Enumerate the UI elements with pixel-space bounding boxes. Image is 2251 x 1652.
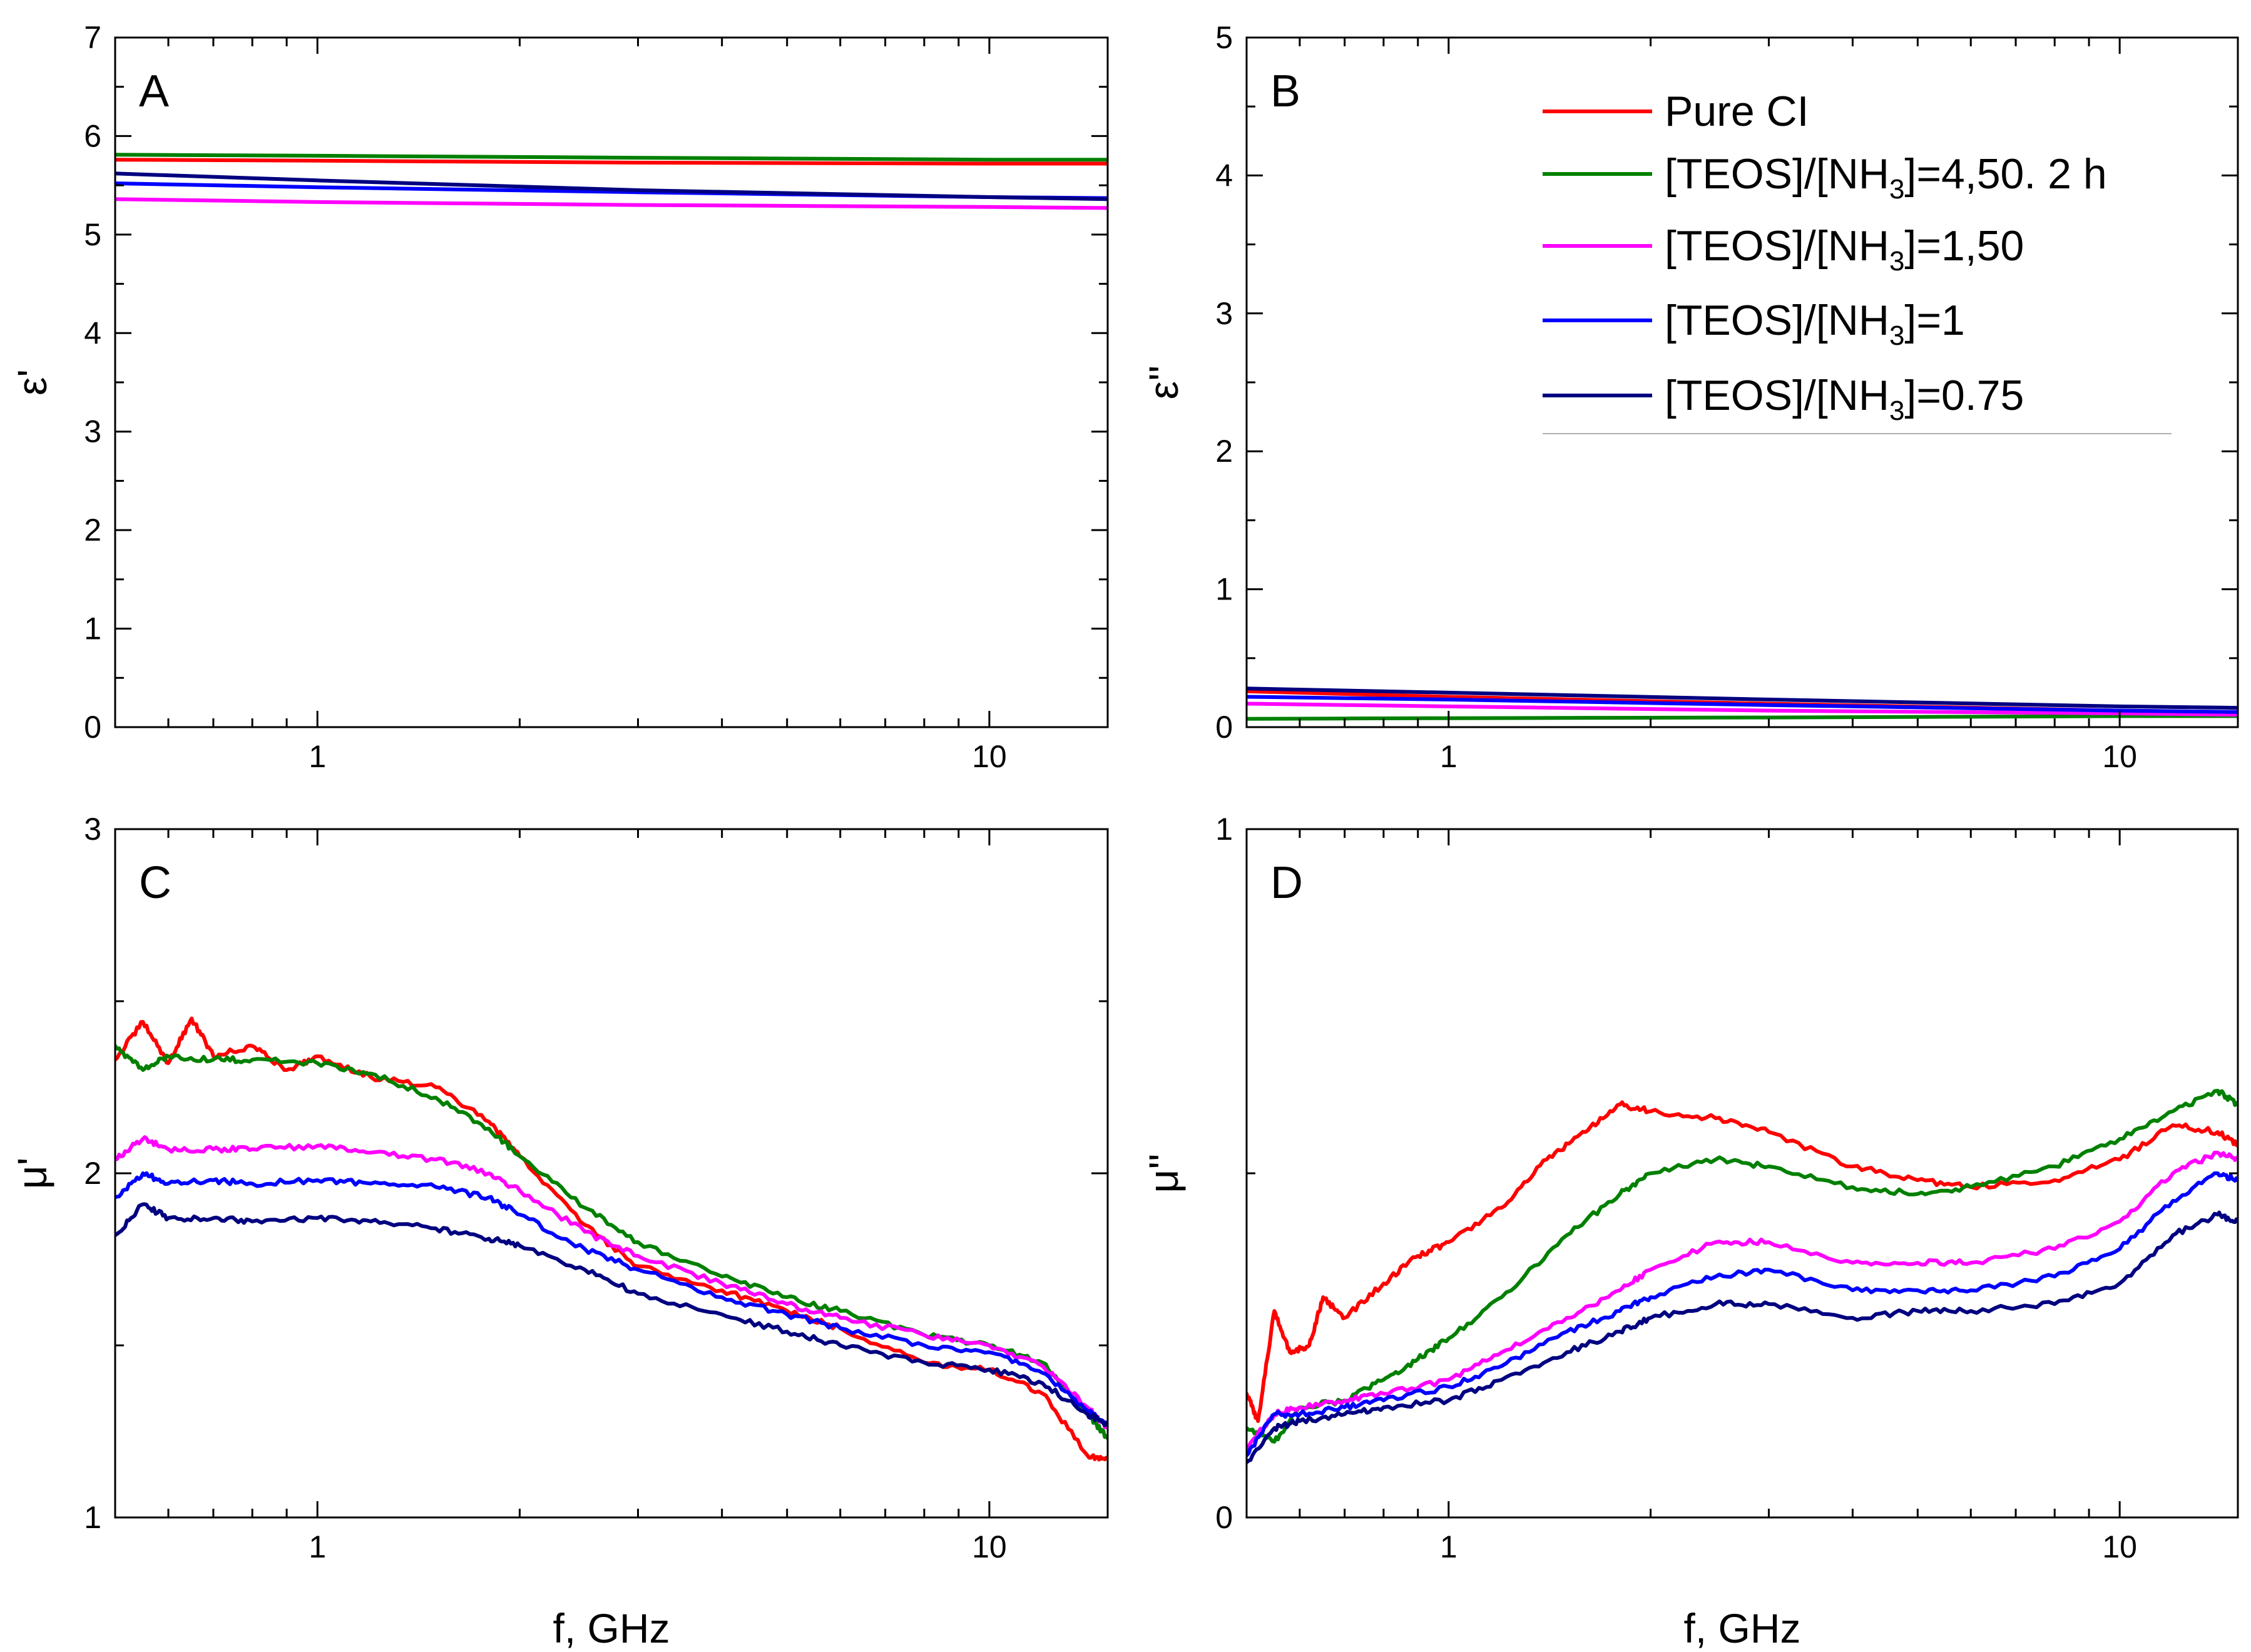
series-line-teos_150 — [115, 197, 1108, 210]
series-line-teos_1 — [1247, 695, 2238, 714]
series-group — [1247, 1089, 2238, 1464]
x-tick-label: 10 — [972, 1529, 1007, 1564]
legend-label: [TEOS]/[NH3]=1 — [1665, 297, 1965, 351]
x-tick-label: 10 — [2102, 739, 2137, 774]
panel-c: 1 10 1 2 3 Cμ' f, GHz — [9, 812, 1109, 1651]
panel-label: D — [1270, 858, 1303, 908]
y-tick-label: 0 — [84, 710, 101, 745]
y-tick-label: 3 — [1215, 296, 1233, 331]
y-axis-title: ε'' — [1140, 365, 1187, 400]
series-line-teos_1 — [115, 1171, 1108, 1427]
legend-label: Pure CI — [1665, 88, 1809, 135]
plot-frame — [1245, 828, 2239, 1519]
series-line-pure_ci — [115, 1016, 1108, 1462]
x-tick-label: 10 — [972, 739, 1007, 774]
panel-label: B — [1270, 66, 1300, 116]
plot-frame — [114, 828, 1109, 1519]
series-group — [115, 153, 1108, 210]
series-line-teos_150 — [1247, 701, 2238, 717]
series-group — [115, 1016, 1108, 1462]
x-tick-label: 1 — [309, 1529, 326, 1564]
series-line-teos_075 — [115, 1202, 1108, 1427]
y-tick-label: 0 — [1215, 710, 1233, 745]
y-axis-title: μ' — [9, 1158, 55, 1190]
series-line-teos_1 — [1247, 1171, 2238, 1457]
legend-label: [TEOS]/[NH3]=4,50. 2 h — [1665, 150, 2107, 205]
y-tick-label: 5 — [1215, 20, 1233, 55]
panel-a: 1 10 0 1 2 3 4 5 6 7 Aε' — [9, 20, 1109, 774]
series-line-teos_450_2h — [115, 153, 1108, 162]
series-line-teos_450_2h — [1247, 714, 2238, 721]
x-tick-label: 1 — [1440, 1529, 1457, 1564]
series-line-pure_ci — [115, 158, 1108, 166]
y-tick-label: 3 — [84, 812, 101, 847]
legend: Pure CI [TEOS]/[NH3]=4,50. 2 h [TEOS]/[NH3… — [1543, 88, 2172, 434]
y-tick-label: 3 — [84, 414, 101, 449]
x-tick-label: 1 — [1440, 739, 1457, 774]
panel-d: 1 10 0 1 Dμ'' f, GHz — [1140, 812, 2239, 1651]
panel-b: 1 10 0 1 2 3 4 5 Bε'' — [1140, 20, 2239, 774]
x-axis-title: f, GHz — [553, 1605, 670, 1651]
y-axis-title: ε' — [9, 369, 55, 395]
series-line-teos_150 — [1247, 1150, 2238, 1451]
x-tick-label: 10 — [2102, 1529, 2137, 1564]
series-line-teos_450_2h — [115, 1044, 1108, 1440]
x-tick-label: 1 — [309, 739, 326, 774]
x-axis-title: f, GHz — [1683, 1605, 1800, 1651]
y-tick-label: 7 — [84, 20, 101, 55]
series-line-teos_075 — [115, 171, 1108, 201]
y-axis-title: μ'' — [1140, 1153, 1187, 1193]
legend-label: [TEOS]/[NH3]=0.75 — [1665, 372, 2024, 426]
series-group — [1247, 686, 2238, 721]
panel-label: C — [139, 858, 171, 908]
series-line-teos_150 — [115, 1135, 1108, 1430]
panel-label: A — [139, 66, 169, 116]
y-tick-label: 6 — [84, 118, 101, 153]
series-line-teos_075 — [1247, 1210, 2238, 1464]
plot-frame — [114, 36, 1109, 728]
series-line-pure_ci — [1247, 1100, 2238, 1423]
y-tick-label: 2 — [84, 512, 101, 548]
y-tick-label: 1 — [1215, 812, 1233, 847]
y-tick-label: 4 — [1215, 158, 1233, 193]
y-tick-label: 1 — [84, 611, 101, 646]
y-tick-label: 2 — [84, 1156, 101, 1191]
legend-label: [TEOS]/[NH3]=1,50 — [1665, 222, 2024, 277]
series-line-teos_450_2h — [1247, 1089, 2238, 1444]
y-tick-label: 4 — [84, 315, 101, 350]
series-line-teos_075 — [1247, 686, 2238, 710]
y-tick-label: 5 — [84, 217, 101, 252]
y-tick-label: 2 — [1215, 434, 1233, 469]
y-tick-label: 1 — [1215, 572, 1233, 607]
y-tick-label: 1 — [84, 1500, 101, 1535]
y-tick-label: 0 — [1215, 1500, 1233, 1535]
